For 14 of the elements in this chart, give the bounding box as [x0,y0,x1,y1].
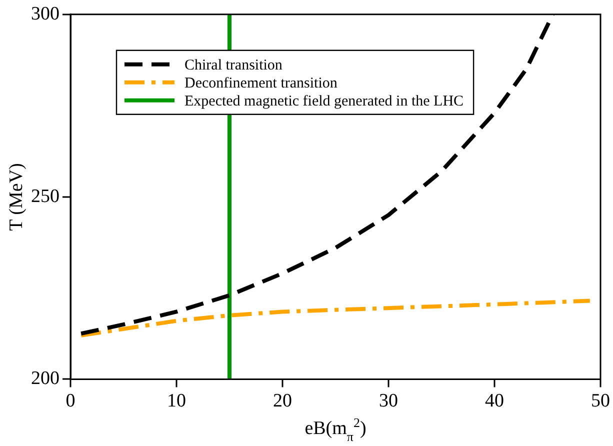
y-axis-title: T (MeV) [6,163,27,231]
line-series [79,298,592,338]
y-tick-label: 250 [31,186,60,207]
x-tick-label: 30 [379,390,398,412]
x-tick-label: 10 [167,390,186,412]
legend-label: Deconfinement transition [184,75,338,92]
x-tick-label: 0 [66,390,76,412]
legend-label: Chiral transition [184,57,283,74]
x-tick-label: 20 [273,390,292,412]
y-tick-label: 300 [31,3,60,24]
legend-label: Expected magnetic field generated in the LHC [184,93,464,110]
y-tick-label: 200 [31,368,60,390]
x-tick-label: 50 [591,390,610,412]
x-tick-label: 40 [485,390,504,412]
